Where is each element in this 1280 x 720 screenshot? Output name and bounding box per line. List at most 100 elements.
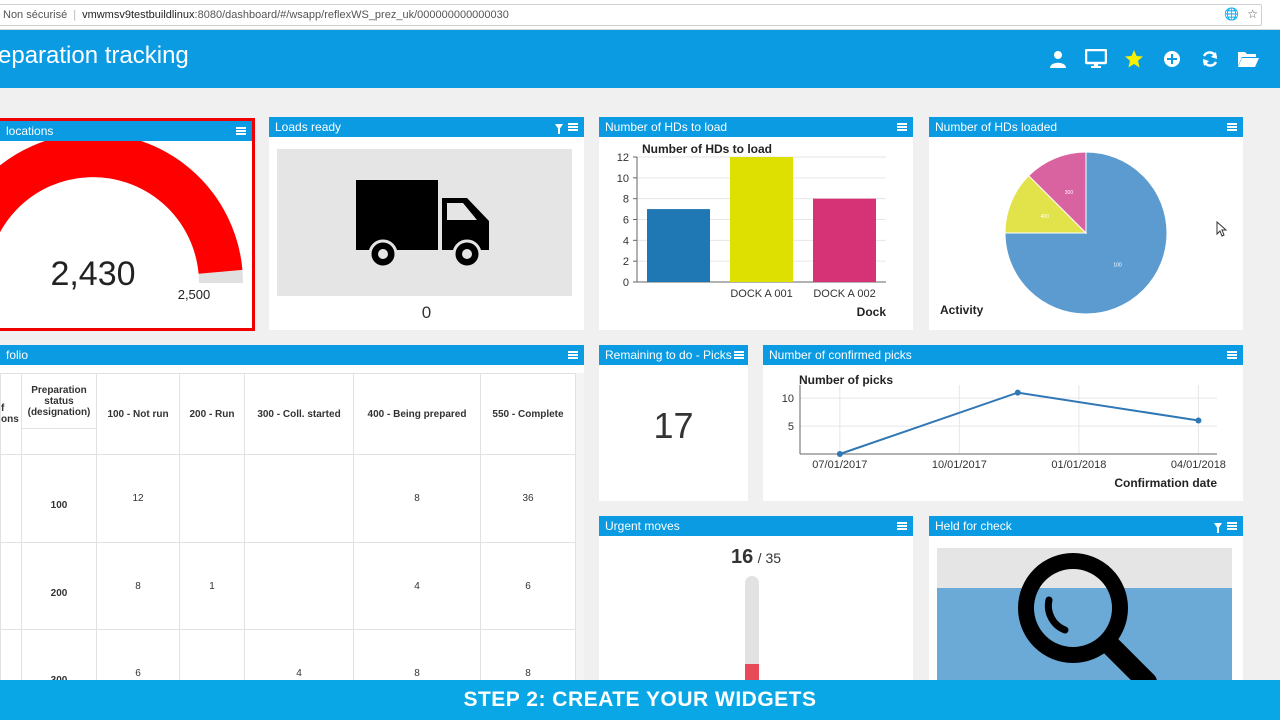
widget-header: Number of confirmed picks — [763, 345, 1243, 365]
chart-title: Number of HDs to load — [642, 142, 772, 156]
widget-header: Held for check — [929, 516, 1243, 536]
pie-slice — [1004, 174, 1088, 234]
table-cell: 12 — [96, 454, 180, 543]
widget-portfolio[interactable]: folio f ons Preparation status (designat… — [0, 345, 584, 680]
app-header: eparation tracking — [0, 30, 1280, 88]
filter-icon[interactable] — [555, 124, 563, 134]
menu-icon[interactable] — [897, 123, 907, 131]
picks-line-chart: Number of picks 5 10 07/01/2017 10/01/2017 01… — [782, 373, 1226, 490]
urgent-moves-total: / 35 — [757, 550, 782, 566]
filter-icon[interactable] — [1214, 523, 1222, 533]
x-tick-label: 10/01/2017 — [932, 459, 987, 471]
browser-address-bar: Non sécurisé | vmwmsv9testbuildlinux:8080/… — [0, 0, 1280, 30]
menu-icon[interactable] — [897, 522, 907, 530]
x-tick-label: 01/01/2018 — [1051, 459, 1106, 471]
menu-icon[interactable] — [1227, 351, 1237, 359]
user-icon[interactable] — [1046, 47, 1070, 71]
loads-ready-value: 0 — [421, 303, 432, 322]
widget-locations[interactable]: locations 2,430 2,500 — [0, 118, 255, 331]
widget-title: Loads ready — [275, 120, 342, 134]
widget-header: folio — [0, 345, 584, 365]
pie-slice — [1027, 151, 1087, 235]
urgent-moves-counter: 16 / 35 — [599, 546, 913, 569]
menu-icon[interactable] — [236, 127, 246, 135]
star-icon[interactable] — [1122, 47, 1146, 71]
table-cell: 6 — [480, 542, 576, 630]
table-cell: 4 — [353, 542, 481, 630]
pie-axis-label: Activity — [940, 303, 984, 317]
gauge-chart: 2,430 2,500 — [0, 141, 243, 302]
widget-held-for-check[interactable]: Held for check — [929, 516, 1243, 680]
table-header-cell: f ons — [0, 373, 22, 455]
x-tick-label: DOCK A 002 — [813, 288, 875, 300]
table-cell: 8 — [96, 542, 180, 630]
y-tick-label: 2 — [623, 256, 629, 268]
menu-icon[interactable] — [1227, 522, 1237, 530]
bookmark-star-icon[interactable]: ☆ — [1247, 7, 1258, 21]
folder-open-icon[interactable] — [1236, 47, 1260, 71]
table-row: 200 8 1 4 6 — [0, 542, 576, 630]
bar — [730, 157, 793, 282]
truck-icon — [356, 180, 489, 269]
y-tick-label: 4 — [623, 235, 629, 247]
table-header-cell: 300 - Coll. started — [244, 373, 354, 455]
urgent-moves-progress-bar — [745, 576, 759, 680]
translate-icon[interactable]: 🌐 — [1224, 7, 1240, 21]
widget-title: Number of HDs to load — [605, 120, 728, 134]
bar — [813, 198, 876, 282]
widget-remaining-picks[interactable]: Remaining to do - Picks 17 — [599, 345, 748, 501]
widget-title: Number of confirmed picks — [769, 348, 912, 362]
pie-label: 300 — [1065, 190, 1074, 196]
progress-fill — [745, 664, 759, 680]
x-tick-label: 04/01/2018 — [1171, 459, 1226, 471]
widget-title: Remaining to do - Picks — [605, 348, 732, 362]
table-cell: 8 — [353, 454, 481, 543]
pie-label: 400 — [1041, 214, 1050, 220]
widget-confirmed-picks[interactable]: Number of confirmed picks Number of pick… — [763, 345, 1243, 501]
widget-title: Urgent moves — [605, 519, 680, 533]
series-line — [839, 391, 1199, 455]
menu-icon[interactable] — [568, 351, 578, 359]
table-cell: 8 — [353, 629, 481, 680]
table-row: 100 12 8 36 — [0, 454, 576, 543]
magnifier-icon — [1018, 553, 1157, 680]
widget-title: folio — [6, 348, 29, 362]
remaining-picks-value: 17 — [653, 405, 694, 446]
widget-title: Number of HDs loaded — [935, 120, 1058, 134]
url-path: :8080/dashboard/#/wsapp/reflexWS_prez_uk… — [194, 9, 509, 21]
widget-header: locations — [0, 121, 252, 141]
table-cell: 8 — [480, 629, 576, 680]
widget-header: Urgent moves — [599, 516, 913, 536]
widget-header: Number of HDs to load — [599, 117, 913, 137]
security-label: Non sécurisé — [3, 9, 68, 21]
table-header-cell: 550 - Complete — [480, 373, 576, 455]
table-scrollbar[interactable] — [576, 373, 584, 680]
y-tick-label: 8 — [623, 194, 629, 206]
monitor-icon[interactable] — [1084, 47, 1108, 71]
table-cell — [244, 542, 354, 630]
menu-icon[interactable] — [1227, 123, 1237, 131]
row-label: 100 — [21, 454, 97, 543]
truck-image-area — [277, 149, 572, 296]
table-cell: 36 — [480, 454, 576, 543]
data-point — [1195, 417, 1202, 424]
widget-hds-to-load[interactable]: Number of HDs to load Number of HDs to l… — [599, 117, 913, 330]
table-header-cell: 400 - Being prepared — [353, 373, 481, 455]
x-tick-label: DOCK A 001 — [730, 288, 792, 300]
widget-hds-loaded[interactable]: Number of HDs loaded 100 400 300 Activity — [929, 117, 1243, 330]
row-label: 200 — [21, 542, 97, 630]
url-field[interactable]: Non sécurisé | vmwmsv9testbuildlinux:8080/… — [0, 4, 1262, 26]
bar — [647, 209, 710, 282]
add-icon[interactable] — [1160, 47, 1184, 71]
widget-title: Held for check — [935, 519, 1012, 533]
menu-icon[interactable] — [568, 123, 578, 131]
widget-urgent-moves[interactable]: Urgent moves 16 / 35 — [599, 516, 913, 680]
menu-icon[interactable] — [734, 351, 744, 359]
pie-label: 100 — [1113, 263, 1122, 269]
widget-header: Number of HDs loaded — [929, 117, 1243, 137]
refresh-icon[interactable] — [1198, 47, 1222, 71]
held-image-area — [937, 548, 1232, 680]
hds-pie-chart: 100 400 300 Activity — [940, 151, 1168, 317]
widget-loads-ready[interactable]: Loads ready 0 — [269, 117, 584, 330]
data-point — [836, 451, 843, 457]
